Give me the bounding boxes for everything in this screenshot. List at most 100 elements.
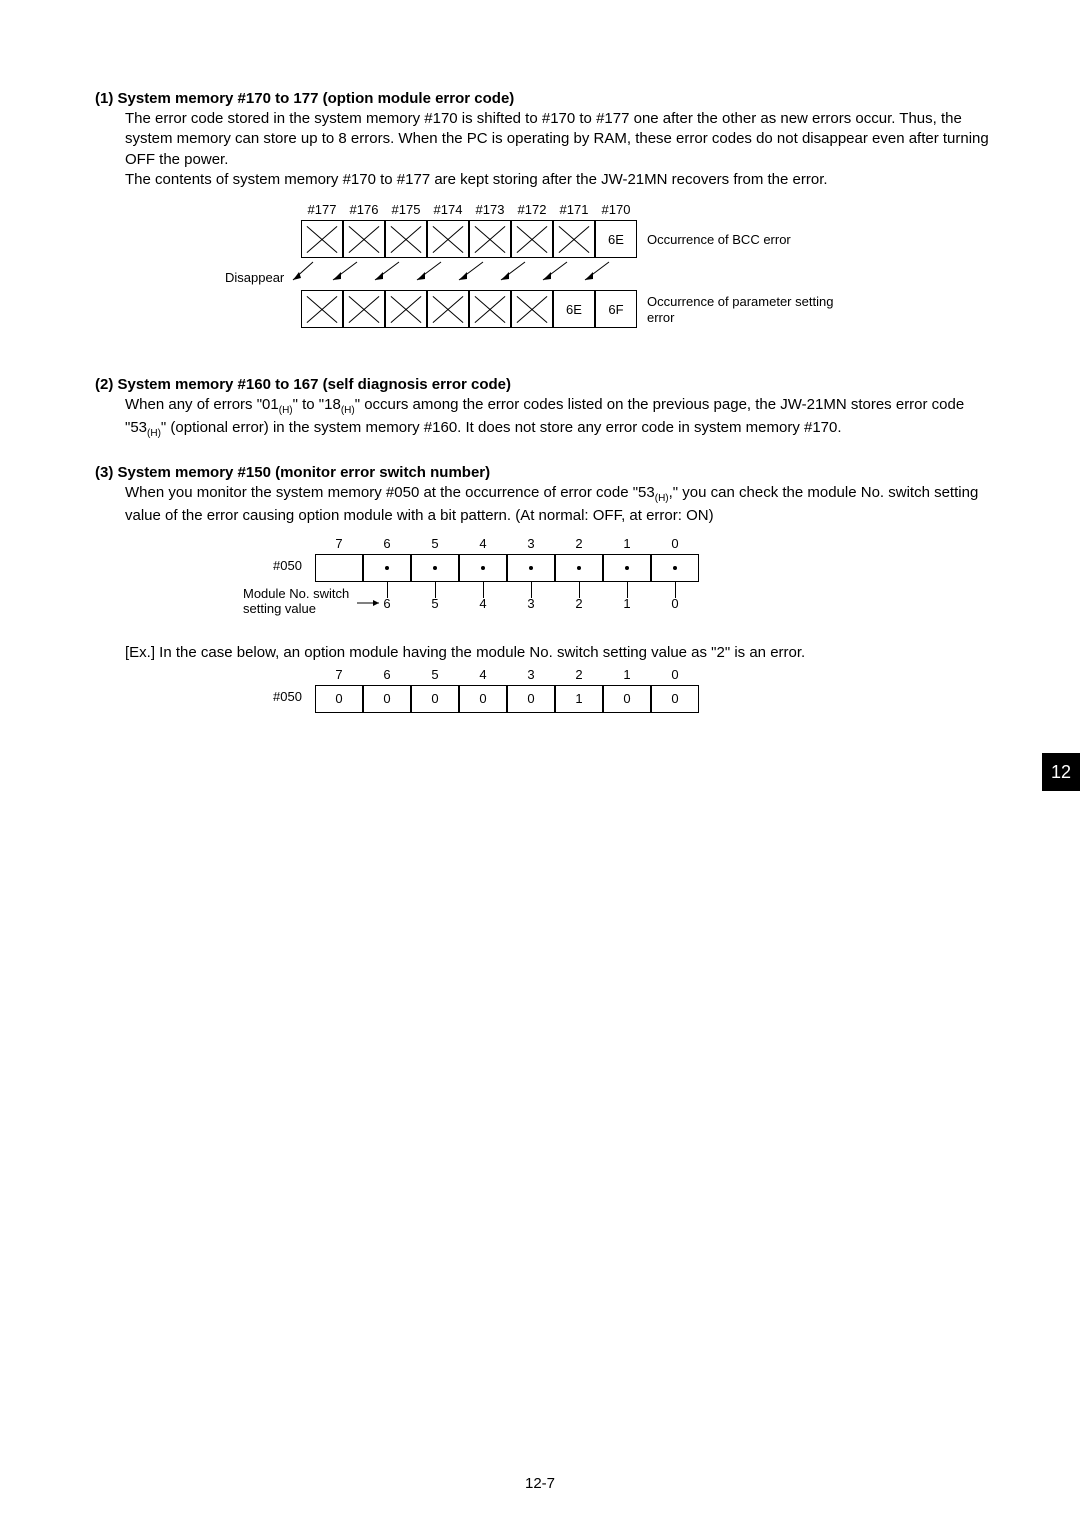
ex-cell: 0 xyxy=(363,685,411,713)
bit-7: 7 xyxy=(315,536,363,551)
cell-x xyxy=(511,220,553,258)
val-1: 1 xyxy=(603,596,651,611)
col-171: #171 xyxy=(553,202,595,217)
ex-text-content: [Ex.] In the case below, an option modul… xyxy=(125,644,805,661)
dot-icon xyxy=(481,566,485,570)
dot-icon xyxy=(529,566,533,570)
cell-6e: 6E xyxy=(553,290,595,328)
ex-row-050: 0 0 0 0 0 1 0 0 xyxy=(315,685,699,713)
bit-cell xyxy=(651,554,699,582)
bit-cell xyxy=(411,554,459,582)
diagram-050-bits: 7 6 5 4 3 2 1 0 #050 xyxy=(125,536,995,626)
ex-bit-4: 4 xyxy=(459,667,507,682)
page-number: 12-7 xyxy=(0,1475,1080,1492)
bit-3: 3 xyxy=(507,536,555,551)
ex-cell: 0 xyxy=(507,685,555,713)
page-tab: 12 xyxy=(1042,753,1080,791)
section-2-heading: (2) System memory #160 to 167 (self diag… xyxy=(95,376,995,393)
cell-x xyxy=(427,220,469,258)
row2: 6E 6F xyxy=(301,290,637,328)
row-050 xyxy=(315,554,699,582)
col-173: #173 xyxy=(469,202,511,217)
row1: 6E xyxy=(301,220,637,258)
cell-x xyxy=(343,220,385,258)
col-172: #172 xyxy=(511,202,553,217)
bit-0: 0 xyxy=(651,536,699,551)
shift-arrow xyxy=(575,258,615,288)
shift-arrow xyxy=(323,258,363,288)
row-050-label: #050 xyxy=(273,558,302,573)
bit-6: 6 xyxy=(363,536,411,551)
bit-1: 1 xyxy=(603,536,651,551)
module-switch-label: Module No. switch setting value xyxy=(243,586,363,617)
section-3-heading: (3) System memory #150 (monitor error sw… xyxy=(95,464,995,481)
val-3: 3 xyxy=(507,596,555,611)
cell-x xyxy=(511,290,553,328)
diagram-050-example: 7 6 5 4 3 2 1 0 #050 0 0 0 0 0 1 0 0 xyxy=(125,667,995,723)
ex-bit-6: 6 xyxy=(363,667,411,682)
ex-bit-0: 0 xyxy=(651,667,699,682)
section-1-para2: The contents of system memory #170 to #1… xyxy=(125,170,995,190)
example-text: [Ex.] In the case below, an option modul… xyxy=(125,644,995,661)
sub-h: (H) xyxy=(655,493,669,504)
bit-cell xyxy=(603,554,651,582)
arrow-disappear xyxy=(287,258,317,288)
val-5: 5 xyxy=(411,596,459,611)
dot-icon xyxy=(577,566,581,570)
val-2: 2 xyxy=(555,596,603,611)
col-174: #174 xyxy=(427,202,469,217)
bit-cell xyxy=(555,554,603,582)
shift-arrow xyxy=(365,258,405,288)
disappear-label: Disappear xyxy=(225,270,284,285)
bit-5: 5 xyxy=(411,536,459,551)
ex-cell: 0 xyxy=(459,685,507,713)
s2b: " to "18 xyxy=(293,396,341,413)
cell-x xyxy=(301,290,343,328)
ex-bit-1: 1 xyxy=(603,667,651,682)
diagram-memory-shift: #177 #176 #175 #174 #173 #172 #171 #170 … xyxy=(95,202,995,352)
dot-icon xyxy=(385,566,389,570)
ex-row-label: #050 xyxy=(273,689,302,704)
shift-arrow xyxy=(449,258,489,288)
ex-bit-3: 3 xyxy=(507,667,555,682)
ex-cell: 0 xyxy=(603,685,651,713)
cell-x xyxy=(427,290,469,328)
sub-h: (H) xyxy=(279,405,293,416)
bit-cell xyxy=(507,554,555,582)
section-3: (3) System memory #150 (monitor error sw… xyxy=(95,464,995,723)
section-1: (1) System memory #170 to 177 (option mo… xyxy=(95,90,995,352)
sub-h: (H) xyxy=(341,405,355,416)
ex-bit-2: 2 xyxy=(555,667,603,682)
s2a: When any of errors "01 xyxy=(125,396,279,413)
cell-x xyxy=(385,220,427,258)
cell-x xyxy=(385,290,427,328)
cell-x xyxy=(553,220,595,258)
col-177: #177 xyxy=(301,202,343,217)
dot-icon xyxy=(673,566,677,570)
ex-cell: 1 xyxy=(555,685,603,713)
row1-label: Occurrence of BCC error xyxy=(647,232,847,247)
bit-2: 2 xyxy=(555,536,603,551)
val-0: 0 xyxy=(651,596,699,611)
bit-4: 4 xyxy=(459,536,507,551)
cell-x xyxy=(469,220,511,258)
dot-icon xyxy=(625,566,629,570)
cell-6e: 6E xyxy=(595,220,637,258)
cell-x xyxy=(301,220,343,258)
val-4: 4 xyxy=(459,596,507,611)
bit-cell xyxy=(315,554,363,582)
section-2-text: When any of errors "01(H)" to "18(H)" oc… xyxy=(125,395,995,440)
section-1-heading: (1) System memory #170 to 177 (option mo… xyxy=(95,90,995,107)
bit-cell xyxy=(459,554,507,582)
s2d: " (optional error) in the system memory … xyxy=(161,419,842,436)
sub-h: (H) xyxy=(147,428,161,439)
cell-x xyxy=(469,290,511,328)
val-6: 6 xyxy=(363,596,411,611)
ex-cell: 0 xyxy=(411,685,459,713)
col-175: #175 xyxy=(385,202,427,217)
section-2: (2) System memory #160 to 167 (self diag… xyxy=(95,376,995,440)
row2-label: Occurrence of parameter setting error xyxy=(647,294,847,325)
col-176: #176 xyxy=(343,202,385,217)
cell-x xyxy=(343,290,385,328)
ex-bit-7: 7 xyxy=(315,667,363,682)
